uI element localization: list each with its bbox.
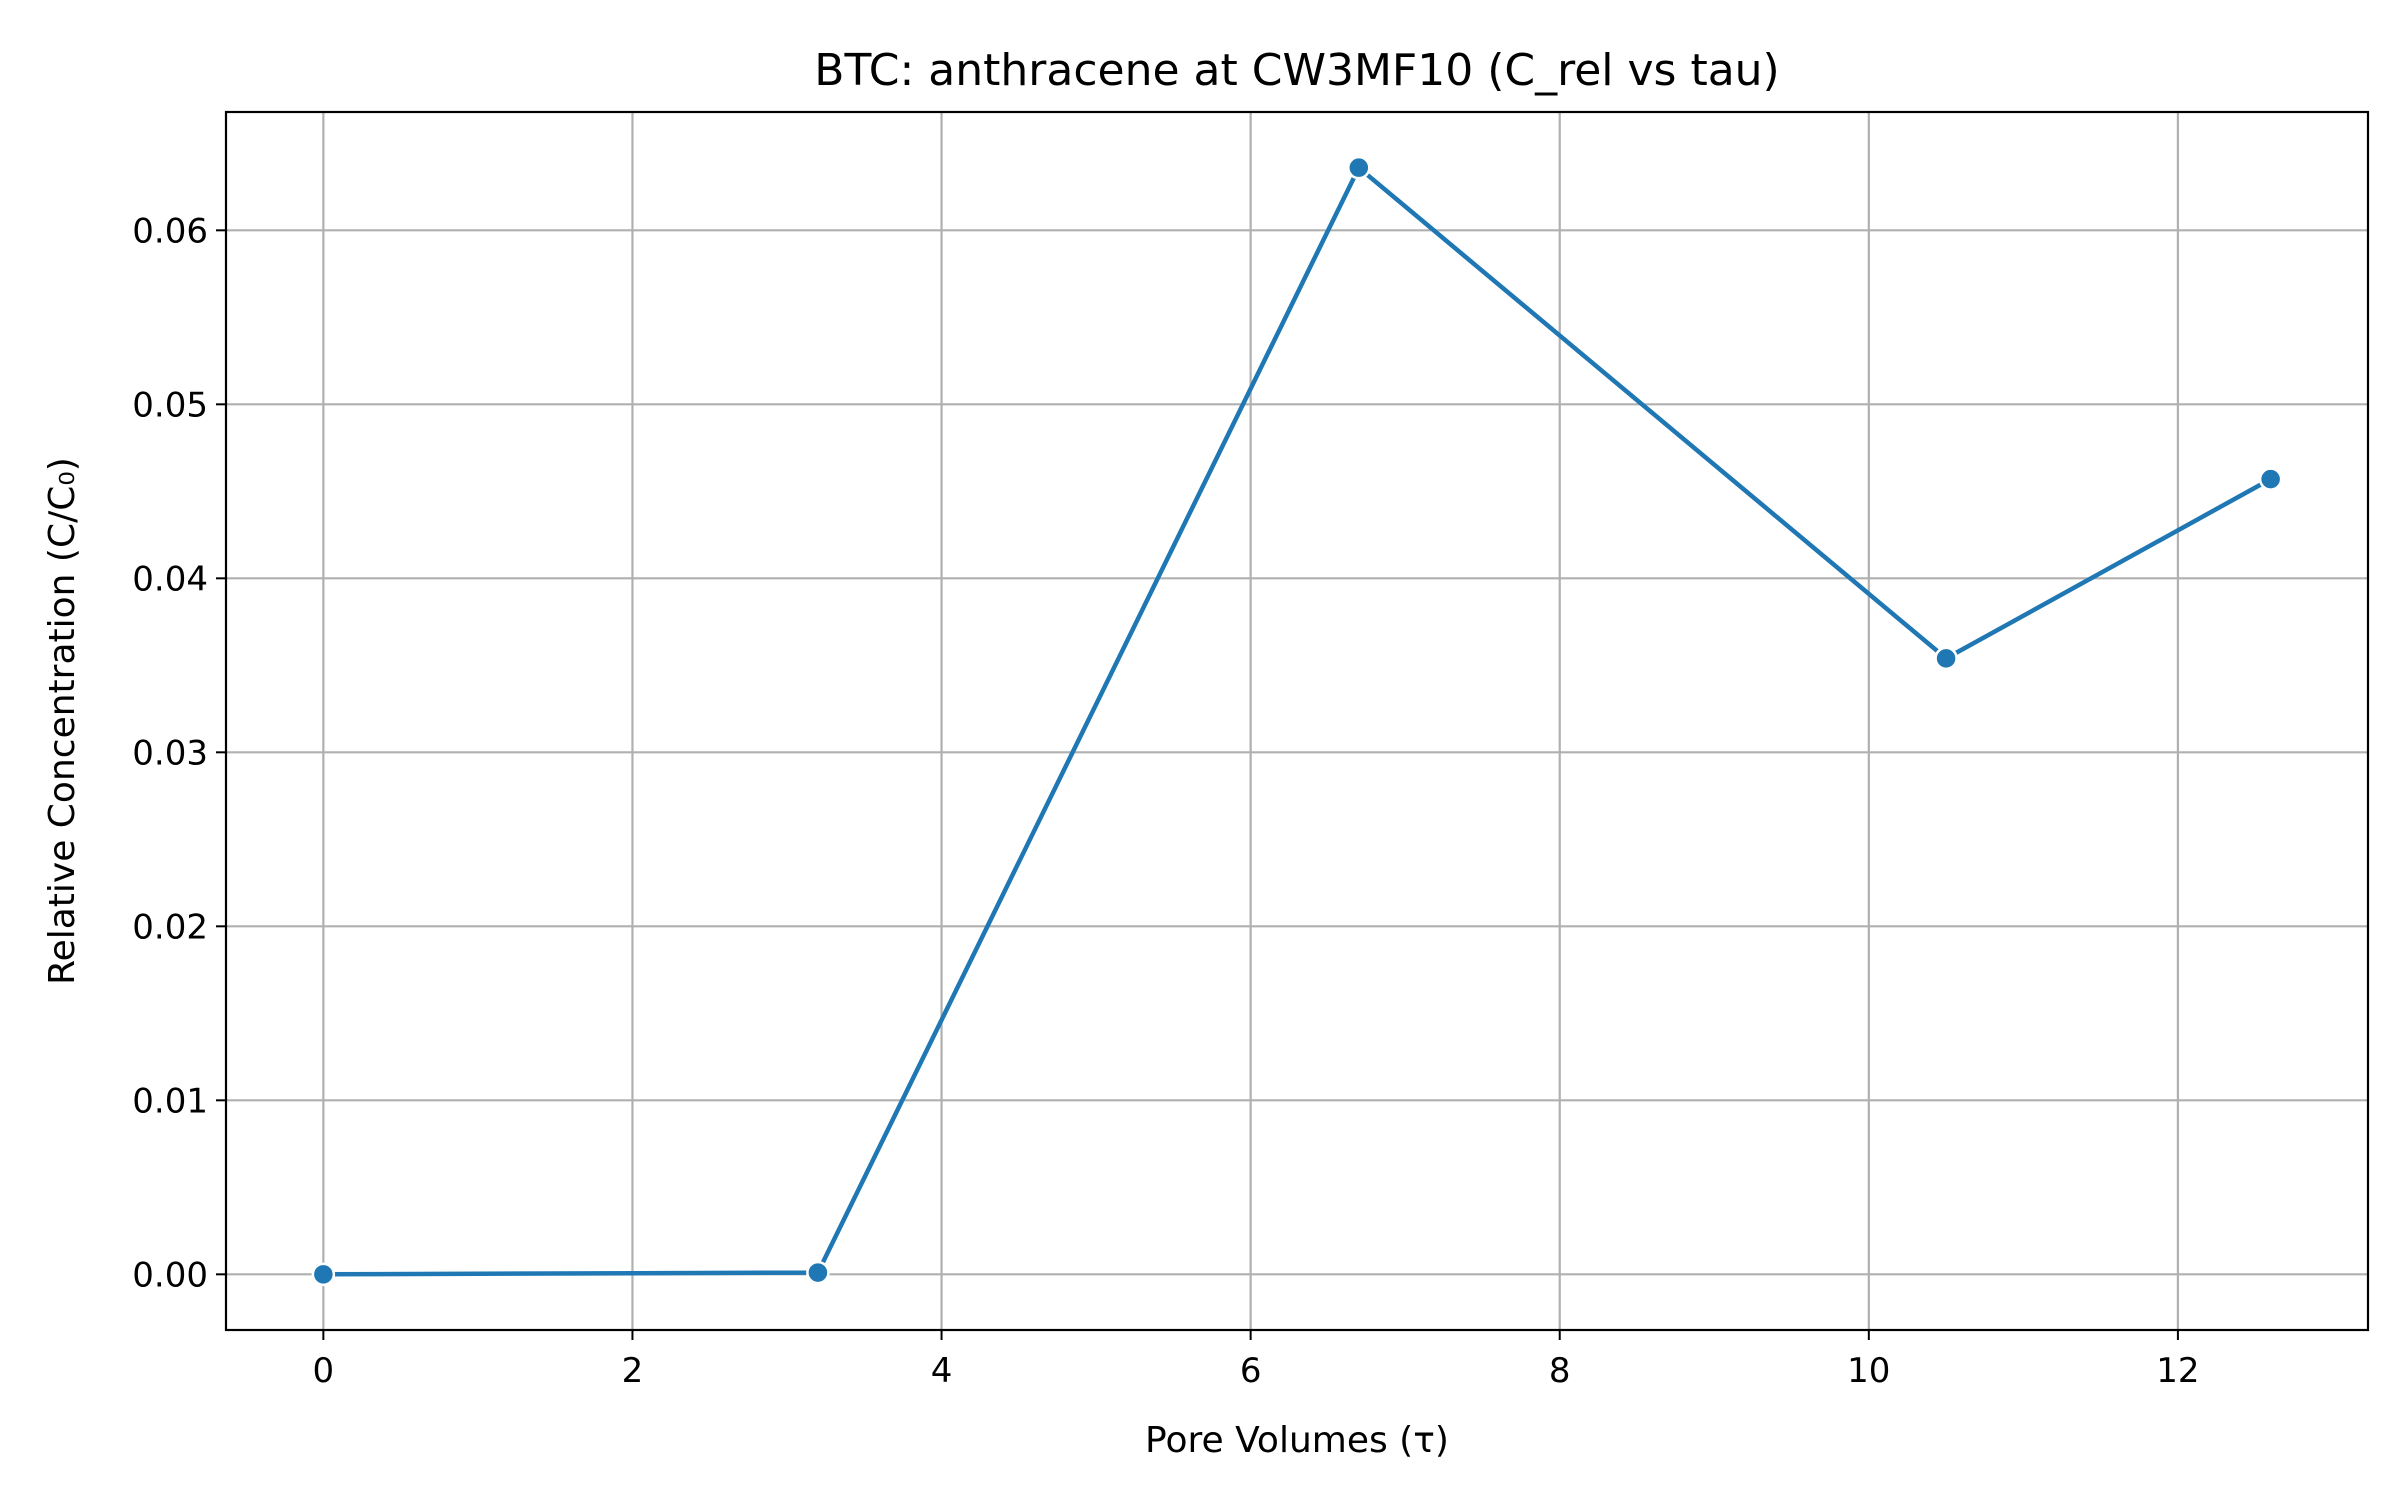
- y-tick-label: 0.06: [132, 211, 208, 251]
- x-tick-label: 2: [622, 1351, 644, 1391]
- y-tick-label: 0.05: [132, 385, 208, 425]
- chart-title: BTC: anthracene at CW3MF10 (C_rel vs tau…: [814, 45, 1779, 96]
- y-tick-label: 0.00: [132, 1255, 208, 1295]
- data-point: [1347, 155, 1371, 180]
- y-tick-label: 0.01: [132, 1081, 208, 1121]
- data-point: [806, 1260, 830, 1285]
- data-point: [311, 1262, 336, 1287]
- series-layer: [311, 155, 2283, 1287]
- plot-frame: [224, 110, 2370, 1332]
- data-point: [1934, 646, 1958, 671]
- x-tick-label: 0: [313, 1351, 335, 1391]
- data-point: [2258, 467, 2283, 491]
- x-axis-ticks: 0 2 4 6 8 10 12: [313, 1330, 2200, 1391]
- y-axis-label: Relative Concentration (C/C₀): [42, 457, 83, 985]
- x-tick-label: 6: [1240, 1351, 1262, 1391]
- x-axis-label: Pore Volumes (τ): [1145, 1420, 1449, 1461]
- y-tick-label: 0.03: [132, 733, 208, 773]
- y-tick-label: 0.04: [132, 559, 208, 599]
- y-tick-label: 0.02: [132, 907, 208, 947]
- y-axis-ticks: 0.00 0.01 0.02 0.03 0.04 0.05 0.06: [132, 211, 226, 1295]
- x-tick-label: 4: [931, 1351, 953, 1391]
- x-tick-label: 10: [1847, 1351, 1890, 1391]
- x-tick-label: 8: [1549, 1351, 1571, 1391]
- x-tick-label: 12: [2156, 1351, 2199, 1391]
